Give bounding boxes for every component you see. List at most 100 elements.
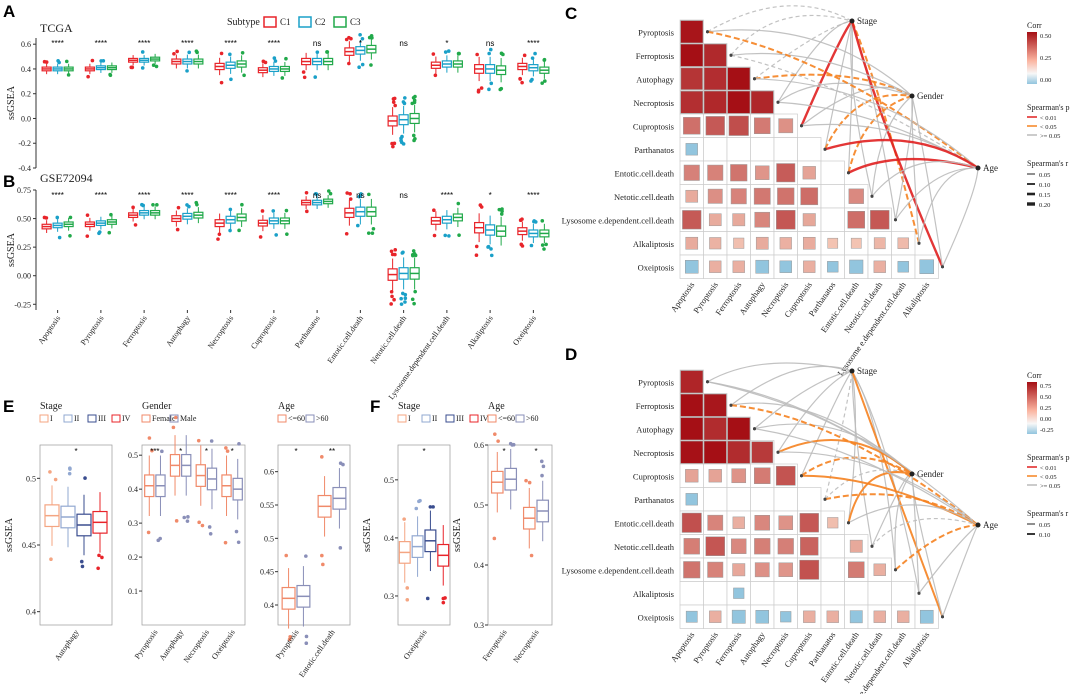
- network-anchor: [847, 171, 850, 175]
- box-c3-outlier: [540, 81, 544, 85]
- subtype-legend: Subtype C1 C2 C3: [227, 16, 361, 28]
- heatmap-cell: [707, 164, 724, 181]
- heatmap-cell: [800, 187, 819, 206]
- network-edge: [730, 404, 979, 526]
- heatmap-row-label: Parthanatos: [634, 495, 674, 505]
- x-tick-label: Apoptosis: [36, 314, 62, 346]
- box-c1-outlier: [390, 141, 394, 146]
- heatmap-cell-frame: [773, 137, 798, 162]
- box-c1-outlier: [519, 242, 524, 247]
- y-tick-label: 0.4: [474, 561, 484, 570]
- heatmap-cell: [827, 261, 839, 273]
- box-c3-outlier: [107, 230, 112, 235]
- network-edge: [801, 86, 913, 127]
- heatmap-cell: [683, 538, 700, 555]
- network-edge: [918, 524, 979, 594]
- box-c3-outlier: [242, 73, 246, 78]
- box-outlier: [200, 523, 205, 528]
- legend-label: II: [74, 414, 80, 423]
- significance-label: ****: [181, 191, 193, 200]
- box-c3-outlier: [413, 253, 418, 258]
- heatmap-cell: [703, 90, 727, 114]
- legend-swatch: [39, 414, 49, 423]
- box-c1-outlier: [42, 215, 47, 220]
- heatmap-cell: [849, 610, 863, 624]
- box-c2-outlier: [403, 300, 407, 304]
- box-c1-outlier: [260, 209, 265, 213]
- network-node-age: [975, 165, 981, 171]
- box-c1-outlier: [263, 60, 268, 65]
- heatmap-cell: [703, 417, 727, 441]
- box-c2-outlier: [447, 234, 451, 238]
- box-outlier: [68, 467, 72, 471]
- network-anchor: [753, 77, 756, 81]
- box-outlier: [185, 519, 190, 523]
- box-c3-outlier: [501, 52, 505, 57]
- heatmap-cell: [732, 563, 746, 577]
- box-c3-outlier: [456, 51, 461, 56]
- heatmap-cell: [848, 561, 865, 578]
- heatmap-cell: [754, 211, 771, 228]
- heatmap-cell: [754, 515, 770, 531]
- network-anchor: [917, 591, 921, 595]
- heatmap-cell: [727, 440, 751, 464]
- network-anchor: [753, 427, 756, 431]
- network-anchor: [776, 100, 780, 104]
- network-edge: [851, 20, 920, 244]
- corr-legend-tick: 0.00: [1040, 77, 1051, 84]
- p-legend-title: Spearman's p: [1027, 453, 1070, 462]
- heatmap-cell: [680, 440, 704, 464]
- box-c2-outlier: [357, 65, 361, 70]
- network-edge: [824, 94, 913, 150]
- box-c2-outlier: [358, 32, 362, 37]
- heatmap-cell: [799, 513, 819, 533]
- network-edge: [871, 95, 913, 197]
- box-c3-outlier: [543, 79, 547, 83]
- box-outlier: [527, 480, 532, 485]
- heatmap-cell: [802, 236, 816, 250]
- box-c1-outlier: [90, 58, 95, 63]
- box-outlier: [96, 566, 100, 571]
- heatmap-cell: [754, 538, 771, 555]
- heatmap-cell: [733, 237, 745, 249]
- significance-label: ns: [313, 191, 321, 200]
- box-c3-outlier: [499, 212, 504, 216]
- significance-label: ****: [527, 39, 539, 48]
- r-legend-label: 0.15: [1039, 192, 1050, 199]
- box-c1-outlier: [175, 49, 179, 54]
- network-edge: [871, 517, 979, 547]
- chart-d: Pyroptosis Ferroptosis Autophagy Necroptosi…: [562, 362, 1070, 694]
- box-c3-outlier: [370, 231, 375, 235]
- x-tick-label: Oxeiptosis: [511, 314, 538, 347]
- box-outlier: [173, 415, 178, 420]
- heatmap-row-label: Alkaliptosis: [633, 589, 674, 599]
- heatmap-cell-frame: [820, 184, 845, 209]
- box-c1-outlier: [176, 205, 181, 210]
- panel-label-e: E: [3, 397, 14, 416]
- box-outlier: [197, 520, 201, 525]
- box-c2-outlier: [486, 245, 490, 249]
- y-axis-label: ssGSEA: [6, 232, 17, 267]
- box-c1-outlier: [432, 233, 437, 238]
- heatmap-cell-frame: [703, 581, 728, 606]
- network-edge: [824, 138, 979, 170]
- box-c1-outlier: [474, 244, 479, 249]
- box-c3-outlier: [542, 57, 547, 62]
- heatmap-cell: [754, 467, 771, 484]
- network-edge: [847, 157, 979, 174]
- heatmap-cell: [732, 516, 745, 529]
- box-outlier: [284, 553, 289, 558]
- y-axis-label: ssGSEA: [4, 517, 15, 552]
- box-c2-outlier: [313, 192, 318, 196]
- legend-label: II: [432, 414, 438, 423]
- heatmap-cell: [707, 188, 723, 204]
- box-outlier: [496, 439, 500, 443]
- box-outlier: [171, 425, 176, 430]
- network-node-label: Gender: [917, 469, 944, 479]
- box-c2-outlier: [140, 50, 145, 54]
- legend-swatch: [63, 414, 73, 423]
- box-outlier: [160, 449, 164, 454]
- heatmap-cell: [709, 237, 722, 250]
- heatmap-row-label: Lysosome e.dependent.cell.death: [562, 215, 675, 225]
- heatmap-cell-frame: [703, 487, 728, 512]
